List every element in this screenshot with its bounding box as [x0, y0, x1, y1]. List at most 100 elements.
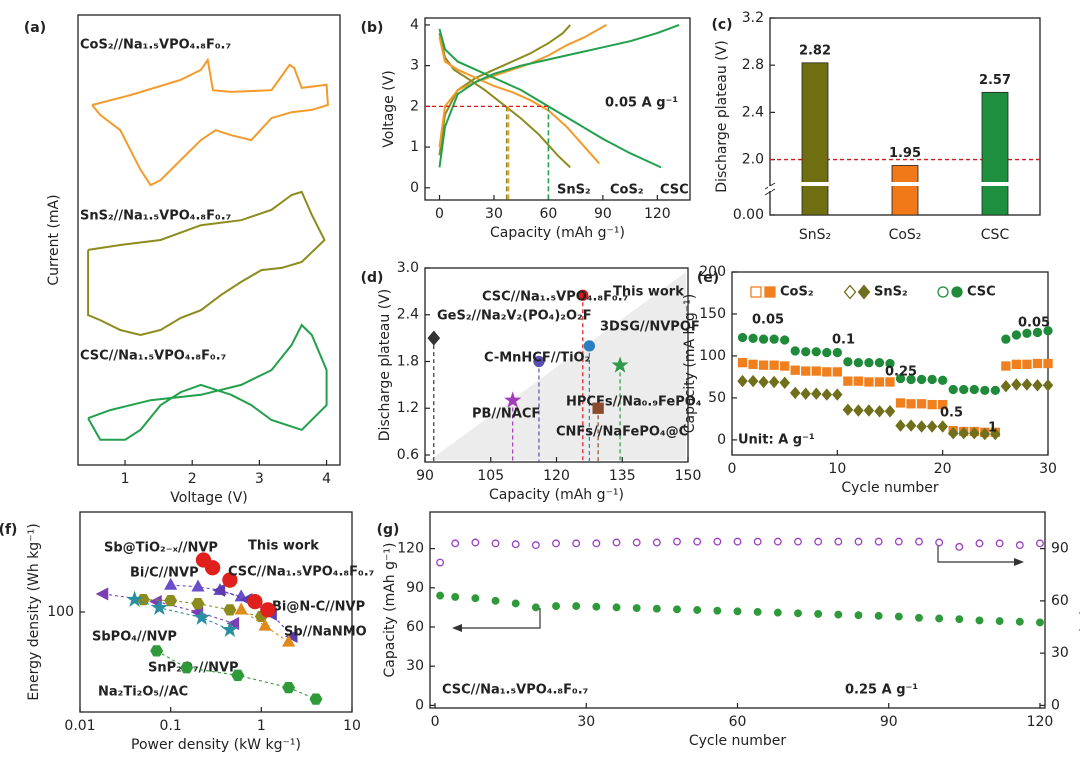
series-label: C-MnHCF//TiO₂ — [484, 351, 590, 366]
bar — [891, 165, 919, 216]
x-tick-label: 0 — [435, 206, 444, 222]
x-axis-label: Capacity (mAh g⁻¹) — [489, 487, 624, 503]
value-label: 2.57 — [979, 73, 1011, 88]
point — [533, 355, 545, 368]
y2-tick-label: 90 — [1051, 541, 1069, 557]
point — [801, 347, 811, 357]
point — [990, 385, 1000, 396]
y-tick-label: 2.4 — [742, 104, 764, 120]
point — [1032, 358, 1043, 369]
point — [895, 373, 906, 384]
point — [780, 335, 790, 345]
y2-tick-label: 30 — [1051, 645, 1069, 661]
series-label: Bi@N-C//NVP — [272, 600, 365, 615]
point — [193, 608, 211, 625]
panel-label: (b) — [361, 20, 384, 36]
point — [915, 537, 923, 546]
point — [436, 558, 445, 567]
x-tick-label: 1 — [121, 471, 130, 487]
charge-curve — [438, 24, 607, 148]
point — [843, 357, 853, 367]
x-tick-label: 4 — [322, 471, 331, 487]
y-tick-label: 3.2 — [742, 10, 764, 26]
point — [531, 603, 540, 612]
point — [231, 669, 245, 681]
y-tick-label: 0 — [410, 180, 419, 196]
point — [927, 399, 937, 410]
x-tick-label: 0.01 — [64, 718, 95, 734]
point — [436, 591, 445, 600]
point — [632, 538, 641, 547]
trend-line — [170, 584, 242, 598]
rate-label: 0.05 — [1018, 316, 1050, 331]
curve — [87, 190, 326, 337]
y-tick-label: 50 — [708, 390, 726, 406]
point — [1022, 328, 1032, 338]
point — [980, 385, 990, 396]
point — [955, 542, 964, 551]
point — [1015, 541, 1024, 550]
point — [773, 608, 782, 617]
arrow-right — [937, 540, 1018, 563]
point — [927, 374, 937, 385]
x-tick-label: 2 — [188, 471, 197, 487]
point — [491, 539, 500, 548]
y-axis-label: Voltage (V) — [381, 70, 397, 147]
y-tick-label: 90 — [406, 580, 424, 596]
y-tick-label: 3.0 — [397, 260, 419, 276]
charge-curve — [438, 23, 680, 168]
x-axis-label: Cycle number — [841, 480, 939, 496]
point — [693, 537, 702, 546]
series-label: 3DSG//NVPOF — [600, 320, 700, 335]
point — [204, 560, 221, 576]
legend-marker — [750, 286, 762, 298]
point — [853, 358, 864, 368]
point — [737, 374, 748, 388]
point — [935, 538, 944, 547]
point — [884, 405, 896, 418]
curve — [438, 28, 662, 169]
legend-label: CSC — [967, 285, 996, 300]
trend-line — [103, 593, 235, 625]
series-label: CNFs//NaFePO₄@C — [556, 425, 688, 440]
point — [125, 590, 144, 607]
point — [822, 347, 832, 358]
y-tick-label: 0 — [415, 697, 424, 713]
rate-label: 0.1 — [832, 333, 855, 348]
series-label: Sb@TiO₂₋ₓ//NVP — [104, 541, 218, 556]
series-label: CSC — [660, 183, 689, 198]
point — [780, 361, 790, 371]
x-axis-label: Power density (kW kg⁻¹) — [131, 737, 301, 753]
axis-break — [772, 182, 1038, 186]
panel-label: (e) — [697, 270, 719, 286]
y-tick-label: 2 — [410, 98, 419, 114]
point — [1032, 379, 1043, 392]
point — [853, 376, 864, 386]
x-tick-label: 20 — [934, 461, 952, 477]
point — [769, 360, 779, 370]
point — [758, 334, 769, 344]
point — [853, 404, 864, 417]
point — [247, 593, 263, 610]
point — [753, 537, 762, 546]
point — [905, 419, 917, 432]
point — [769, 334, 779, 344]
legend-marker — [857, 284, 871, 300]
point — [309, 693, 323, 705]
y-axis-label: Capacity (mAh g⁻¹) — [382, 543, 398, 678]
point — [874, 405, 885, 418]
series-label: CoS₂//Na₁.₅VPO₄.₈F₀.₇ — [80, 38, 231, 53]
charge-curve — [438, 24, 571, 156]
x-axis-label: Voltage (V) — [170, 490, 247, 506]
panel-label: (c) — [711, 17, 732, 33]
curve — [91, 57, 329, 187]
point — [258, 618, 272, 631]
curve — [87, 323, 328, 441]
legend-label: CoS₂ — [780, 285, 814, 300]
point — [511, 540, 520, 549]
point — [652, 538, 661, 547]
point — [572, 602, 581, 611]
legend-marker — [764, 286, 776, 298]
point — [814, 609, 823, 618]
